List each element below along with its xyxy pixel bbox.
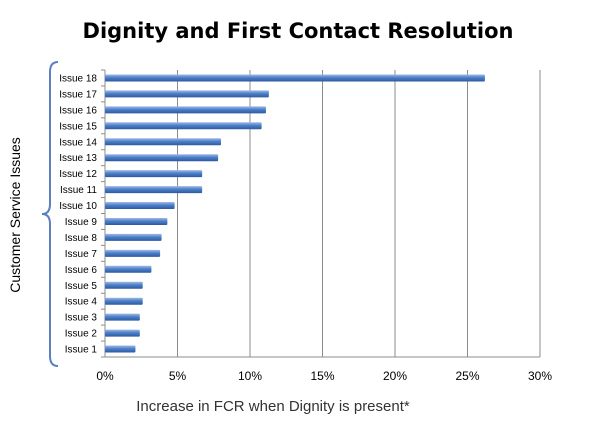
bar-issue-8 — [105, 233, 162, 241]
bar-issue-4 — [105, 297, 143, 305]
category-label: Issue 15 — [59, 121, 97, 132]
chart-title: Dignity and First Contact Resolution — [83, 19, 514, 43]
category-label: Issue 4 — [65, 297, 98, 308]
x-tick-label: 5% — [169, 369, 187, 383]
x-tick-label: 10% — [238, 369, 262, 383]
bar-issue-13 — [105, 154, 219, 162]
category-label: Issue 14 — [59, 137, 97, 148]
bar-issue-15 — [105, 122, 262, 130]
bar-issue-18 — [105, 74, 485, 82]
bar-issue-17 — [105, 90, 269, 98]
category-label: Issue 17 — [59, 89, 97, 100]
y-axis-bracket — [41, 61, 59, 367]
bar-issue-6 — [105, 265, 152, 273]
category-label: Issue 18 — [59, 73, 97, 84]
category-label: Issue 8 — [65, 233, 98, 244]
grid-lines — [177, 70, 541, 357]
category-label: Issue 5 — [65, 281, 98, 292]
category-label: Issue 13 — [59, 153, 97, 164]
category-label: Issue 2 — [65, 329, 98, 340]
bar-issue-3 — [105, 313, 140, 321]
axes — [101, 69, 540, 358]
bar-issue-5 — [105, 281, 143, 289]
bar-issue-1 — [105, 345, 136, 353]
x-tick-label: 15% — [310, 369, 334, 383]
category-label: Issue 10 — [59, 201, 97, 212]
x-tick-label: 25% — [455, 369, 479, 383]
category-label: Issue 1 — [65, 345, 98, 356]
category-label: Issue 12 — [59, 169, 97, 180]
category-label: Issue 3 — [65, 313, 98, 324]
bar-issue-9 — [105, 217, 168, 225]
category-label: Issue 7 — [65, 249, 98, 260]
bars — [105, 74, 485, 353]
bar-issue-16 — [105, 106, 266, 114]
bar-issue-7 — [105, 249, 161, 257]
category-labels: Issue 1 Issue 2 Issue 3 Issue 4 Issue 5 Issue… — [59, 73, 97, 355]
bar-issue-11 — [105, 186, 203, 194]
x-tick-label: 0% — [96, 369, 114, 383]
bar-issue-12 — [105, 170, 203, 178]
x-axis-label: Increase in FCR when Dignity is present* — [136, 398, 410, 415]
category-label: Issue 6 — [65, 265, 98, 276]
x-tick-labels: 0% 5% 10% 15% 20% 25% 30% — [96, 369, 552, 383]
category-label: Issue 9 — [65, 217, 98, 228]
bar-issue-14 — [105, 138, 221, 146]
bar-issue-2 — [105, 329, 140, 337]
category-label: Issue 11 — [60, 185, 97, 196]
category-label: Issue 16 — [59, 105, 97, 116]
x-tick-label: 30% — [528, 369, 552, 383]
y-axis-label: Customer Service Issues — [7, 137, 23, 293]
bar-issue-10 — [105, 202, 175, 210]
x-tick-label: 20% — [383, 369, 407, 383]
